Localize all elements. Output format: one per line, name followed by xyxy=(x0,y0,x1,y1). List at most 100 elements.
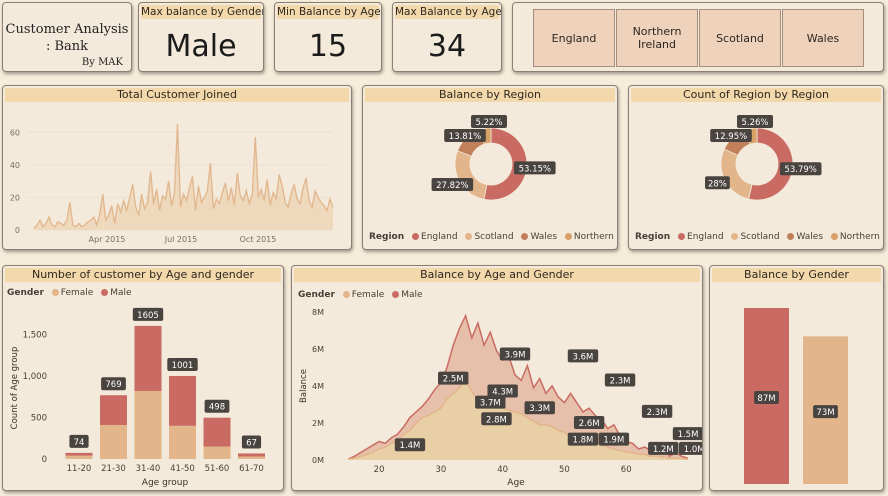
slicer-england-button[interactable]: England xyxy=(533,9,615,67)
balance-by-region-card[interactable]: Balance by Region 53.15% 27.82% 13.81% 5.22… xyxy=(362,85,618,250)
data-label-bg xyxy=(754,391,779,404)
area-data-label: 1.4M xyxy=(394,438,426,452)
data-label-text: 498 xyxy=(209,403,225,413)
line-series xyxy=(33,124,334,229)
data-label-text: 3.3M xyxy=(529,404,550,414)
legend-title: Region xyxy=(369,232,405,242)
legend-item[interactable]: Scotland xyxy=(740,232,780,242)
data-label-text: 53.15% xyxy=(519,164,551,174)
legend-swatch xyxy=(830,233,838,240)
data-label-bg xyxy=(573,416,605,429)
data-label-bg xyxy=(641,404,673,418)
report-title: Customer Analysis : Bank xyxy=(5,22,129,54)
data-label-bg xyxy=(672,427,702,441)
legend-item[interactable]: England xyxy=(687,232,724,242)
slicer-scotland-button[interactable]: Scotland xyxy=(699,9,781,67)
x-axis-title: Age group xyxy=(142,478,189,488)
total-customer-joined-card[interactable]: Total Customer Joined 0 20 40 60 Apr 2015 Jul… xyxy=(2,85,352,250)
legend-title: Gender xyxy=(298,290,335,300)
data-label-bg xyxy=(737,115,773,128)
y-tick-label: 2M xyxy=(312,419,324,428)
chart-title: Total Customer Joined xyxy=(5,88,349,102)
x-tick-label: 20 xyxy=(374,465,385,475)
area-data-label: 3.7M xyxy=(475,395,506,409)
balance-gender-bar[interactable]: 87M 73M xyxy=(710,266,884,491)
area-data-label: 1.5M xyxy=(672,427,702,441)
count-region-donut[interactable]: 53.79% 28% 12.95% 5.26% xyxy=(629,102,884,237)
legend-item[interactable]: Wales xyxy=(530,232,558,242)
data-label-bg xyxy=(779,162,822,176)
data-label-bg xyxy=(710,129,752,142)
bar-female xyxy=(238,456,265,459)
data-label-text: 1.4M xyxy=(400,441,421,451)
data-label-bg xyxy=(475,395,506,409)
x-tick-label: Apr 2015 xyxy=(89,235,126,244)
slicer-wales-button[interactable]: Wales xyxy=(782,9,864,67)
data-label-text: 2.6M xyxy=(579,419,600,429)
legend-item[interactable]: Wales xyxy=(796,232,824,242)
x-tick-label: 21-30 xyxy=(101,464,126,474)
data-label-bg xyxy=(241,435,262,449)
legend-swatch xyxy=(51,289,59,296)
kpi-min-balance-age: Min Balance by Age 15 xyxy=(274,2,382,72)
legend-item[interactable]: Scotland xyxy=(474,232,514,242)
legend-item[interactable]: Northern Irela... xyxy=(839,232,883,242)
count-by-region-card[interactable]: Count of Region by Region 53.79% 28% 12.95… xyxy=(628,85,884,250)
area-data-label: 2.3M xyxy=(641,404,673,418)
bar-female xyxy=(65,455,93,459)
data-label-bg xyxy=(438,371,469,385)
balance-age-gender-card[interactable]: Balance by Age and Gender Gender Female … xyxy=(291,265,703,491)
legend-item[interactable]: Northern Irela... xyxy=(573,232,617,242)
legend-swatch xyxy=(787,233,795,240)
x-tick-label: 30 xyxy=(435,465,446,475)
bar-male xyxy=(238,453,265,457)
area-data-label: 3.3M xyxy=(524,401,555,415)
y-tick-label: 8M xyxy=(312,308,324,317)
donut-slice xyxy=(720,148,753,200)
age-gender-bar-card[interactable]: Number of customer by Age and gender Gen… xyxy=(2,265,284,491)
balance-region-donut[interactable]: 53.15% 27.82% 13.81% 5.22% xyxy=(363,102,618,237)
legend-item[interactable]: Male xyxy=(110,288,132,298)
data-label-text: 28% xyxy=(708,179,727,189)
data-label-text: 53.79% xyxy=(784,165,816,175)
area-data-label: 1.8M xyxy=(567,432,599,446)
x-tick-label: 51-60 xyxy=(205,464,230,474)
donut-data-label: 5.26% xyxy=(737,115,773,128)
title-card: Customer Analysis : Bank By MAK xyxy=(2,2,132,72)
data-label-bg xyxy=(204,399,230,413)
donut-data-label: 13.81% xyxy=(444,129,486,142)
balance-by-gender-card[interactable]: Balance by Gender 87M 73M xyxy=(709,265,884,491)
area-data-label: 1.2M xyxy=(648,441,679,455)
x-tick-label: 40 xyxy=(497,465,508,475)
data-label-bg xyxy=(481,412,512,426)
gender-bar-label: 87M xyxy=(754,391,779,404)
data-label-text: 73M xyxy=(816,408,834,418)
chart-legend: Gender Female Male xyxy=(298,290,423,300)
line-chart[interactable]: 0 20 40 60 Apr 2015 Jul 2015 Oct 2015 xyxy=(3,86,352,250)
data-label-bg xyxy=(101,377,126,391)
legend-item[interactable]: England xyxy=(421,232,458,242)
bar-male xyxy=(65,452,93,456)
data-label-bg xyxy=(132,307,164,321)
data-label-bg xyxy=(444,129,486,142)
donut-slice xyxy=(748,127,794,201)
x-axis-title: Age xyxy=(507,478,525,488)
data-label-bg xyxy=(431,178,474,192)
x-tick-label: Jul 2015 xyxy=(164,235,198,244)
legend-item[interactable]: Female xyxy=(60,288,94,298)
data-label-text: 1.8M xyxy=(573,436,594,446)
y-tick-label: 0M xyxy=(312,456,324,465)
bar-total-label: 67 xyxy=(241,435,262,449)
bar-total-label: 1605 xyxy=(132,307,164,321)
kpi-max-balance-age: Max Balance by Age 34 xyxy=(392,2,502,72)
balance-age-area-chart[interactable]: 0M 2M 4M 6M 8M 20 30 40 50 60 Balance Age 3.9M 3.6M 2.… xyxy=(292,266,703,491)
kpi-label: Max balance by Gender xyxy=(141,5,264,19)
legend-item[interactable]: Female xyxy=(351,290,385,300)
data-label-bg xyxy=(167,357,198,371)
legend-item[interactable]: Male xyxy=(401,290,423,300)
bar-female xyxy=(169,425,196,459)
bar-female xyxy=(203,446,231,459)
slicer-northern-ireland-button[interactable]: Northern Ireland xyxy=(616,9,698,67)
y-tick-label: 0 xyxy=(42,455,47,465)
